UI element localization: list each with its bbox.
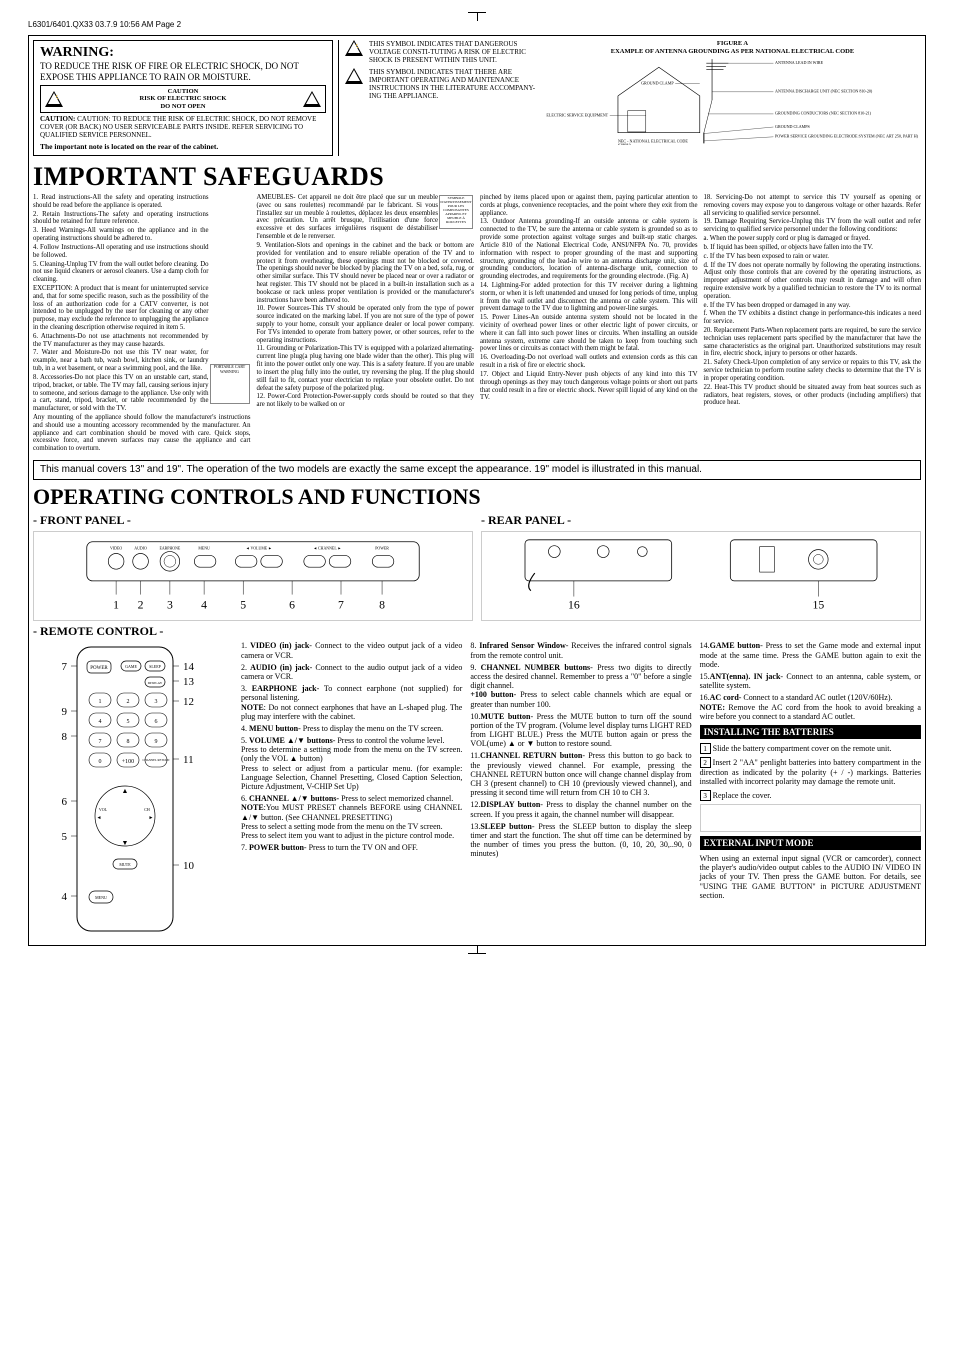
cart-warning-icon: PORTABLE CART WARNING	[210, 364, 250, 404]
svg-text:16: 16	[568, 598, 580, 611]
caution-line1: RISK OF ELECTRIC SHOCK	[140, 95, 227, 102]
svg-text:12: 12	[183, 696, 194, 708]
svg-text:4: 4	[99, 719, 102, 725]
svg-text:8: 8	[127, 739, 130, 745]
rear-panel-label: - REAR PANEL -	[481, 514, 921, 528]
svg-text:VIDEO: VIDEO	[110, 546, 122, 550]
sg-col-1: PORTABLE CART WARNING 1. Read instructio…	[33, 194, 251, 454]
bolt-icon: ⚡	[45, 91, 63, 107]
svg-text:POWER SERVICE GROUNDING ELECTR: POWER SERVICE GROUNDING ELECTRODE SYSTEM…	[775, 134, 919, 140]
svg-text:3: 3	[155, 699, 158, 705]
external-input-title: EXTERNAL INPUT MODE	[700, 836, 921, 850]
front-panel-label: - FRONT PANEL -	[33, 514, 473, 528]
warning-box: WARNING: TO REDUCE THE RISK OF FIRE OR E…	[33, 40, 333, 156]
svg-text:GROUND CLAMPS: GROUND CLAMPS	[775, 124, 811, 129]
svg-text:CHANNEL RETURN: CHANNEL RETURN	[143, 758, 171, 762]
front-panel-art: VIDEO AUDIO EARPHONE MENU ◄ VOLUME ► ◄ CHANNE…	[33, 531, 473, 621]
svg-text:POWER: POWER	[375, 546, 389, 550]
svg-text:7: 7	[99, 739, 102, 745]
func-col-2: 8. Infrared Sensor Window- Receives the …	[470, 641, 691, 941]
symbol-column: ⚡ THIS SYMBOL INDICATES THAT DANGEROUS V…	[338, 40, 538, 156]
bang-icon: !	[303, 91, 321, 107]
svg-text:15: 15	[812, 598, 824, 611]
sg-col-3: pinched by items placed upon or against …	[480, 194, 698, 454]
svg-text:6: 6	[155, 719, 158, 725]
installing-batteries-title: INSTALLING THE BATTERIES	[700, 725, 921, 739]
svg-text:ANTENNA LEAD IN WIRE: ANTENNA LEAD IN WIRE	[775, 60, 824, 65]
svg-text:POWER: POWER	[90, 666, 108, 671]
svg-text:8: 8	[62, 731, 68, 743]
sg-col-2: SYMBOLE D'AVERTISSEMENT POUR LES COMPOSA…	[257, 194, 475, 454]
remote-label: - REMOTE CONTROL -	[33, 625, 473, 639]
svg-text:▲: ▲	[122, 787, 129, 795]
bang-icon: !	[345, 68, 363, 84]
figure-a: FIGURE A EXAMPLE OF ANTENNA GROUNDING AS…	[544, 40, 921, 156]
warning-body: TO REDUCE THE RISK OF FIRE OR ELECTRIC S…	[40, 61, 326, 82]
svg-text:MENU: MENU	[95, 895, 107, 900]
svg-text:14: 14	[183, 661, 195, 673]
svg-text:2: 2	[138, 598, 144, 611]
svg-text:0: 0	[99, 759, 102, 765]
svg-text:4: 4	[62, 891, 68, 903]
rear-panel-art: 16 15	[481, 531, 921, 621]
svg-text:EARPHONE: EARPHONE	[159, 546, 180, 550]
model-note: This manual covers 13" and 19". The oper…	[33, 460, 921, 480]
svg-text:8: 8	[379, 598, 385, 611]
svg-text:13: 13	[183, 676, 195, 688]
svg-text:1: 1	[113, 598, 119, 611]
svg-text:VOL: VOL	[99, 807, 108, 812]
svg-text:S2898A: S2898A	[618, 143, 631, 145]
svg-text:ANTENNA DISCHARGE UNIT (NEC SE: ANTENNA DISCHARGE UNIT (NEC SECTION 810-…	[775, 89, 873, 94]
func-col-3: 14.GAME button- Press to set the Game mo…	[700, 641, 921, 941]
symbol-bang-text: THIS SYMBOL INDICATES THAT THERE ARE IMP…	[369, 68, 538, 100]
svg-text:5: 5	[62, 831, 68, 843]
battery-art	[700, 804, 921, 832]
svg-text:MUTE: MUTE	[119, 862, 131, 867]
svg-text:7: 7	[62, 661, 68, 673]
svg-text:6: 6	[289, 598, 295, 611]
svg-text:GROUNDING CONDUCTORS (NEC SECT: GROUNDING CONDUCTORS (NEC SECTION 810-21…	[775, 111, 872, 116]
svg-text:►: ►	[149, 816, 154, 821]
svg-text:10: 10	[183, 860, 195, 872]
svg-text:9: 9	[155, 739, 158, 745]
important-note: The important note is located on the rea…	[40, 143, 326, 152]
svg-text:11: 11	[183, 754, 194, 766]
svg-text:AUDIO: AUDIO	[134, 546, 147, 550]
svg-text:2: 2	[127, 699, 130, 705]
svg-text:DISPLAY: DISPLAY	[148, 681, 163, 685]
svg-text:CH: CH	[144, 807, 150, 812]
fr-cart-icon: SYMBOLE D'AVERTISSEMENT POUR LES COMPOSA…	[439, 195, 473, 229]
caution-title: CAUTION	[168, 88, 199, 95]
svg-text:▼: ▼	[122, 839, 129, 847]
svg-text:MENU: MENU	[198, 546, 210, 550]
svg-text:4: 4	[201, 598, 207, 611]
svg-text:5: 5	[240, 598, 246, 611]
figure-a-cap2: EXAMPLE OF ANTENNA GROUNDING AS PER NATI…	[544, 48, 921, 55]
svg-text:5: 5	[127, 719, 130, 725]
svg-text:1: 1	[99, 699, 102, 705]
caution-line2: DO NOT OPEN	[160, 103, 205, 110]
svg-text:ELECTRIC SERVICE EQUIPMENT: ELECTRIC SERVICE EQUIPMENT	[546, 112, 608, 117]
svg-text:+100: +100	[122, 759, 134, 765]
warning-title: WARNING:	[40, 45, 326, 61]
ops-title: OPERATING CONTROLS AND FUNCTIONS	[33, 484, 921, 509]
bolt-icon: ⚡	[345, 40, 363, 56]
svg-text:SLEEP: SLEEP	[149, 664, 162, 669]
svg-text:GAME: GAME	[125, 664, 137, 669]
svg-text:3: 3	[167, 598, 173, 611]
svg-text:◄ CHANNEL ►: ◄ CHANNEL ►	[313, 546, 341, 550]
caution-under: CAUTION: CAUTION: TO REDUCE THE RISK OF …	[40, 115, 326, 139]
sg-col-4: 18. Servicing-Do not attempt to service …	[704, 194, 922, 454]
remote-art: POWER GAME SLEEP DISPLAY 1234567890+100C…	[33, 641, 233, 941]
svg-text:◄ VOLUME ►: ◄ VOLUME ►	[246, 546, 272, 550]
svg-text:9: 9	[62, 706, 68, 718]
func-col-1: 1. VIDEO (in) jack- Connect to the video…	[241, 641, 462, 941]
svg-text:GROUND CLAMP: GROUND CLAMP	[641, 81, 674, 86]
svg-text:7: 7	[338, 598, 344, 611]
symbol-bolt-text: THIS SYMBOL INDICATES THAT DANGEROUS VOL…	[369, 40, 538, 64]
svg-text:6: 6	[62, 796, 68, 808]
svg-text:◄: ◄	[97, 816, 102, 821]
figure-a-cap1: FIGURE A	[544, 40, 921, 47]
safeguards-title: IMPORTANT SAFEGUARDS	[33, 162, 921, 192]
